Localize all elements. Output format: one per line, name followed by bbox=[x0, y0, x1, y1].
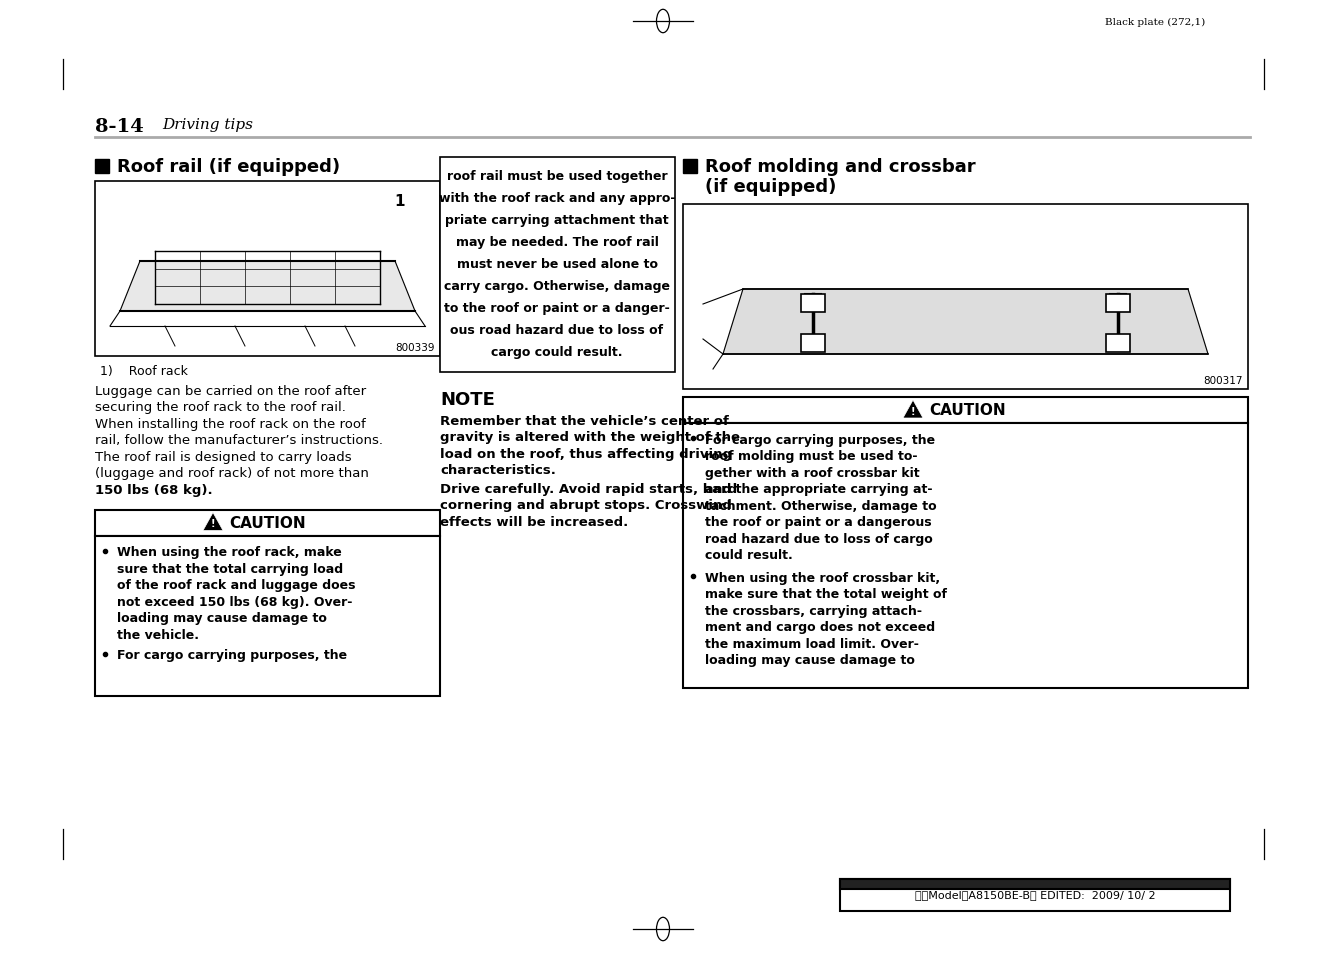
Text: When using the roof crossbar kit,: When using the roof crossbar kit, bbox=[705, 572, 940, 584]
Text: the vehicle.: the vehicle. bbox=[117, 628, 199, 641]
Text: of the roof rack and luggage does: of the roof rack and luggage does bbox=[117, 578, 356, 592]
Text: the crossbars, carrying attach-: the crossbars, carrying attach- bbox=[705, 604, 922, 618]
Text: Drive carefully. Avoid rapid starts, hard: Drive carefully. Avoid rapid starts, har… bbox=[441, 482, 738, 496]
Text: 北米Model／A8150BE-B＂ EDITED:  2009/ 10/ 2: 北米Model／A8150BE-B＂ EDITED: 2009/ 10/ 2 bbox=[914, 889, 1156, 899]
Text: Luggage can be carried on the roof after: Luggage can be carried on the roof after bbox=[96, 385, 366, 397]
Bar bbox=[840, 879, 1230, 889]
Text: tachment. Otherwise, damage to: tachment. Otherwise, damage to bbox=[705, 499, 937, 513]
Text: carry cargo. Otherwise, damage: carry cargo. Otherwise, damage bbox=[445, 280, 670, 293]
Text: loading may cause damage to: loading may cause damage to bbox=[705, 654, 914, 667]
Bar bbox=[1105, 294, 1131, 313]
Text: For cargo carrying purposes, the: For cargo carrying purposes, the bbox=[705, 434, 936, 447]
Text: 800317: 800317 bbox=[1204, 375, 1243, 386]
Bar bbox=[840, 879, 1230, 911]
Text: CAUTION: CAUTION bbox=[230, 516, 305, 531]
Bar bbox=[1105, 335, 1131, 353]
Text: 8-14: 8-14 bbox=[96, 118, 143, 136]
Bar bbox=[96, 510, 441, 536]
Text: ous road hazard due to loss of: ous road hazard due to loss of bbox=[450, 324, 664, 336]
Text: Roof molding and crossbar: Roof molding and crossbar bbox=[705, 158, 975, 175]
Text: When using the roof rack, make: When using the roof rack, make bbox=[117, 546, 342, 558]
Text: NOTE: NOTE bbox=[441, 391, 495, 409]
Text: Roof rail (if equipped): Roof rail (if equipped) bbox=[117, 158, 340, 175]
Text: cornering and abrupt stops. Crosswind: cornering and abrupt stops. Crosswind bbox=[441, 499, 733, 512]
Text: 150 lbs (68 kg).: 150 lbs (68 kg). bbox=[96, 483, 212, 497]
Text: cargo could result.: cargo could result. bbox=[491, 346, 622, 358]
Text: the roof or paint or a dangerous: the roof or paint or a dangerous bbox=[705, 516, 932, 529]
Text: 800339: 800339 bbox=[395, 343, 435, 353]
Polygon shape bbox=[119, 262, 415, 312]
Text: with the roof rack and any appro-: with the roof rack and any appro- bbox=[439, 192, 675, 205]
Text: must never be used alone to: must never be used alone to bbox=[456, 257, 657, 271]
Bar bbox=[96, 536, 441, 696]
Bar bbox=[683, 160, 697, 173]
Text: not exceed 150 lbs (68 kg). Over-: not exceed 150 lbs (68 kg). Over- bbox=[117, 596, 353, 608]
Text: road hazard due to loss of cargo: road hazard due to loss of cargo bbox=[705, 533, 933, 545]
Text: securing the roof rack to the roof rail.: securing the roof rack to the roof rail. bbox=[96, 401, 346, 414]
Bar bbox=[96, 160, 109, 173]
Text: could result.: could result. bbox=[705, 549, 792, 562]
Text: 1)    Roof rack: 1) Roof rack bbox=[100, 365, 188, 377]
Text: characteristics.: characteristics. bbox=[441, 464, 556, 477]
Text: rail, follow the manufacturer’s instructions.: rail, follow the manufacturer’s instruct… bbox=[96, 434, 384, 447]
Text: For cargo carrying purposes, the: For cargo carrying purposes, the bbox=[117, 649, 348, 661]
Text: loading may cause damage to: loading may cause damage to bbox=[117, 612, 326, 625]
Text: CAUTION: CAUTION bbox=[929, 403, 1006, 418]
Text: priate carrying attachment that: priate carrying attachment that bbox=[445, 213, 669, 227]
Text: Driving tips: Driving tips bbox=[162, 118, 253, 132]
Text: roof rail must be used together: roof rail must be used together bbox=[447, 170, 667, 183]
Text: ment and cargo does not exceed: ment and cargo does not exceed bbox=[705, 620, 936, 634]
Bar bbox=[683, 423, 1247, 688]
Bar bbox=[683, 397, 1247, 423]
Polygon shape bbox=[723, 290, 1208, 355]
Text: (if equipped): (if equipped) bbox=[705, 178, 836, 195]
Text: roof molding must be used to-: roof molding must be used to- bbox=[705, 450, 917, 463]
Polygon shape bbox=[203, 513, 223, 531]
Text: !: ! bbox=[910, 407, 916, 416]
Text: sure that the total carrying load: sure that the total carrying load bbox=[117, 562, 344, 576]
Polygon shape bbox=[902, 400, 924, 418]
Text: the maximum load limit. Over-: the maximum load limit. Over- bbox=[705, 638, 918, 650]
Text: Remember that the vehicle’s center of: Remember that the vehicle’s center of bbox=[441, 415, 729, 428]
Bar bbox=[683, 205, 1247, 390]
Text: 1: 1 bbox=[394, 193, 405, 209]
Text: Black plate (272,1): Black plate (272,1) bbox=[1105, 18, 1205, 27]
Text: effects will be increased.: effects will be increased. bbox=[441, 516, 628, 529]
Text: !: ! bbox=[211, 519, 215, 529]
Text: to the roof or paint or a danger-: to the roof or paint or a danger- bbox=[445, 302, 670, 314]
Bar bbox=[441, 158, 675, 373]
Bar bbox=[96, 182, 441, 356]
Text: When installing the roof rack on the roof: When installing the roof rack on the roo… bbox=[96, 417, 366, 431]
Text: load on the roof, thus affecting driving: load on the roof, thus affecting driving bbox=[441, 448, 733, 460]
Bar bbox=[802, 294, 825, 313]
Text: gether with a roof crossbar kit: gether with a roof crossbar kit bbox=[705, 467, 920, 479]
Text: (luggage and roof rack) of not more than: (luggage and roof rack) of not more than bbox=[96, 467, 369, 480]
Text: The roof rail is designed to carry loads: The roof rail is designed to carry loads bbox=[96, 451, 352, 463]
Text: make sure that the total weight of: make sure that the total weight of bbox=[705, 588, 947, 601]
Bar bbox=[802, 335, 825, 353]
Text: may be needed. The roof rail: may be needed. The roof rail bbox=[455, 235, 658, 249]
Text: and the appropriate carrying at-: and the appropriate carrying at- bbox=[705, 483, 933, 496]
Text: gravity is altered with the weight of the: gravity is altered with the weight of th… bbox=[441, 431, 740, 444]
